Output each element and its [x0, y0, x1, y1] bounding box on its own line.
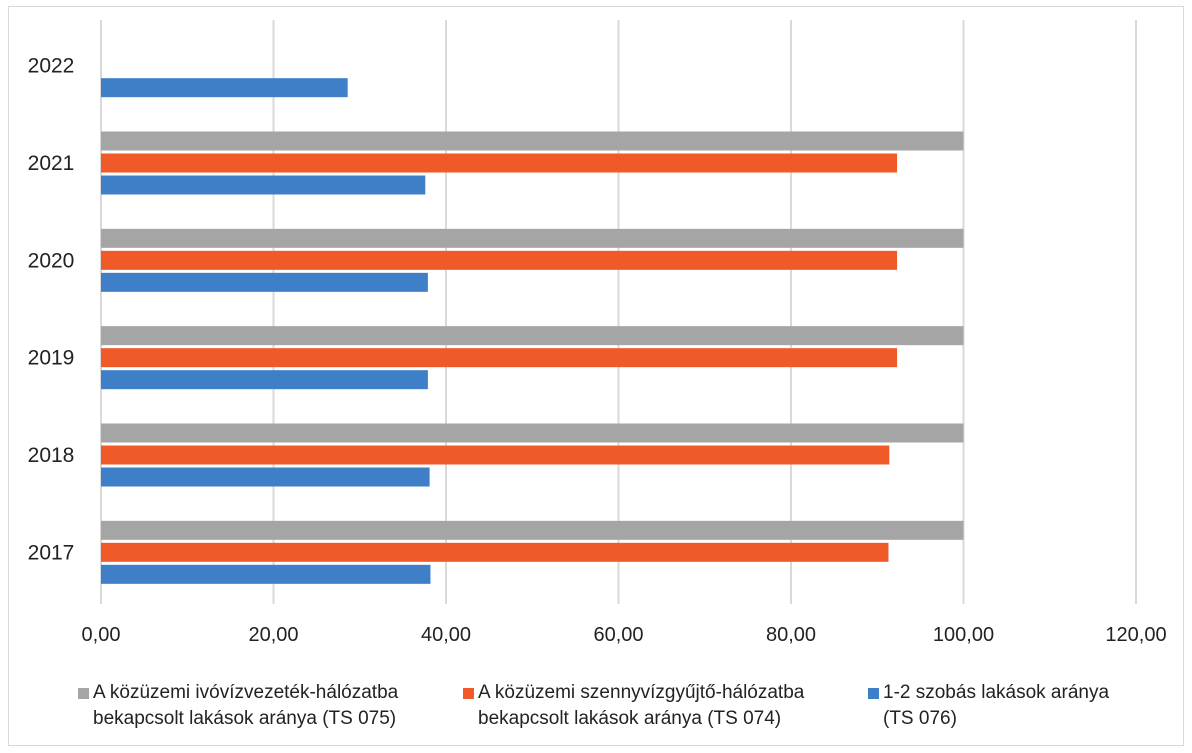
legend-swatch-gray [78, 688, 89, 699]
category-label: 2017 [28, 541, 75, 564]
bar-f05a28-2020 [101, 250, 898, 270]
bar-3f7fc8-2018 [101, 467, 430, 487]
category-label: 2022 [28, 55, 75, 78]
legend: A közüzemi ivóvízvezeték-hálózatba bekap… [78, 680, 1178, 740]
bar-3f7fc8-2020 [101, 272, 428, 292]
legend-swatch-orange [463, 688, 474, 699]
x-tick-label: 0,00 [82, 624, 121, 646]
bar-3f7fc8-2021 [101, 175, 426, 195]
bar-f05a28-2017 [101, 542, 889, 562]
bar-a5a5a5-2018 [101, 423, 964, 443]
x-tick-label: 20,00 [248, 624, 298, 646]
category-label: 2021 [28, 152, 75, 175]
x-tick-label: 80,00 [766, 624, 816, 646]
x-tick-label: 40,00 [421, 624, 471, 646]
category-label: 2018 [28, 444, 75, 467]
bar-f05a28-2018 [101, 445, 890, 465]
legend-label-rooms: 1-2 szobás lakások aránya (TS 076) [883, 682, 1110, 729]
legend-item-rooms: 1-2 szobás lakások aránya (TS 076) [868, 680, 1109, 732]
legend-label-water: A közüzemi ivóvízvezeték-hálózatba bekap… [93, 682, 399, 729]
bar-f05a28-2021 [101, 153, 898, 173]
bar-chart: 0,00 20,00 40,00 60,00 80,00 100,00 120,00 2017… [28, 20, 1167, 646]
bar-3f7fc8-2022 [101, 78, 348, 98]
legend-swatch-blue [868, 688, 879, 699]
bar-a5a5a5-2019 [101, 326, 964, 346]
category-label: 2020 [28, 249, 75, 272]
category-label: 2019 [28, 347, 75, 370]
x-tick-label: 100,00 [933, 624, 994, 646]
x-tick-label: 60,00 [593, 624, 643, 646]
bar-a5a5a5-2020 [101, 228, 964, 248]
bar-a5a5a5-2017 [101, 520, 964, 540]
legend-item-sewer: A közüzemi szennyvízgyűjtő-hálózatba bek… [463, 680, 804, 732]
legend-label-sewer: A közüzemi szennyvízgyűjtő-hálózatba bek… [478, 682, 805, 729]
bar-3f7fc8-2019 [101, 370, 428, 390]
bar-f05a28-2019 [101, 348, 898, 368]
bar-a5a5a5-2021 [101, 131, 964, 151]
x-tick-label: 120,00 [1105, 624, 1166, 646]
legend-item-water: A közüzemi ivóvízvezeték-hálózatba bekap… [78, 680, 398, 732]
bar-3f7fc8-2017 [101, 564, 431, 584]
